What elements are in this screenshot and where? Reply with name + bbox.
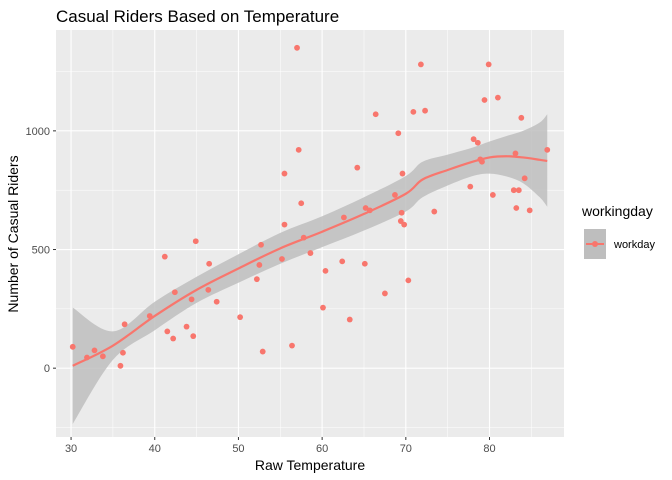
data-point bbox=[485, 61, 492, 68]
data-point bbox=[289, 342, 295, 349]
data-point bbox=[256, 262, 263, 268]
x-tick-label: 80 bbox=[483, 443, 495, 455]
data-point bbox=[354, 164, 361, 171]
x-tick-label: 60 bbox=[316, 443, 328, 455]
data-point bbox=[91, 347, 98, 354]
data-point bbox=[467, 183, 474, 190]
data-point bbox=[512, 150, 519, 157]
data-point bbox=[69, 343, 76, 350]
data-point bbox=[339, 258, 346, 265]
data-point bbox=[120, 349, 126, 356]
data-point bbox=[422, 107, 428, 114]
data-point bbox=[164, 328, 171, 335]
y-tick-label: 500 bbox=[32, 245, 50, 257]
legend-label-workday: workday bbox=[613, 239, 655, 251]
data-point bbox=[513, 205, 520, 211]
chart-title: Casual Riders Based on Temperature bbox=[56, 7, 339, 26]
data-point bbox=[515, 187, 522, 194]
data-point bbox=[346, 316, 353, 323]
y-axis-title: Number of Casual Riders bbox=[5, 155, 21, 312]
data-point bbox=[281, 221, 288, 228]
data-point bbox=[372, 111, 379, 118]
data-point bbox=[401, 221, 408, 228]
data-point bbox=[237, 314, 244, 321]
data-point bbox=[361, 260, 368, 267]
x-axis-title: Raw Temperature bbox=[255, 457, 365, 473]
x-tick-label: 50 bbox=[232, 443, 244, 455]
data-point bbox=[410, 108, 417, 115]
data-point bbox=[481, 97, 488, 103]
data-point bbox=[171, 289, 178, 296]
x-tick-label: 30 bbox=[65, 443, 77, 455]
data-point bbox=[99, 353, 106, 360]
y-tick-label: 1000 bbox=[26, 126, 50, 138]
data-point bbox=[183, 323, 190, 330]
data-point bbox=[121, 321, 128, 328]
confidence-band bbox=[72, 114, 548, 424]
data-point bbox=[279, 256, 285, 262]
data-point bbox=[307, 250, 314, 256]
data-point bbox=[294, 44, 300, 51]
data-point bbox=[392, 192, 398, 198]
data-point bbox=[206, 260, 213, 267]
data-point bbox=[298, 200, 305, 207]
y-tick-label: 0 bbox=[44, 363, 50, 375]
data-point bbox=[188, 296, 195, 303]
data-point bbox=[253, 276, 260, 283]
data-point bbox=[526, 207, 533, 214]
data-point bbox=[170, 335, 177, 342]
data-point bbox=[320, 304, 326, 311]
y-axis-ticks: 0 500 1000 bbox=[26, 126, 56, 375]
data-point bbox=[213, 298, 220, 305]
data-point bbox=[340, 214, 347, 221]
data-point bbox=[405, 277, 412, 284]
data-point bbox=[399, 170, 406, 177]
legend-title: workingday bbox=[581, 203, 653, 219]
data-point bbox=[258, 241, 264, 248]
data-point bbox=[431, 208, 438, 215]
data-point bbox=[544, 146, 551, 153]
data-point bbox=[190, 333, 197, 340]
data-point bbox=[192, 238, 199, 245]
x-tick-label: 70 bbox=[400, 443, 412, 455]
data-point bbox=[295, 146, 302, 153]
data-point bbox=[417, 61, 424, 68]
data-point bbox=[474, 139, 481, 146]
data-point bbox=[398, 209, 405, 216]
data-point bbox=[395, 130, 402, 137]
data-point bbox=[161, 253, 168, 260]
data-point bbox=[382, 290, 388, 297]
data-point bbox=[259, 348, 266, 355]
data-point bbox=[322, 267, 329, 274]
data-point bbox=[521, 175, 528, 182]
smooth-line bbox=[72, 155, 548, 367]
legend-key-point bbox=[592, 241, 598, 247]
x-tick-label: 40 bbox=[149, 443, 161, 455]
data-point bbox=[494, 94, 501, 101]
legend: workingday workday bbox=[581, 203, 655, 259]
data-point bbox=[510, 187, 517, 194]
data-point bbox=[281, 170, 288, 177]
data-point bbox=[205, 286, 212, 293]
data-point bbox=[470, 136, 477, 143]
data-point bbox=[489, 192, 496, 198]
data-point bbox=[117, 362, 124, 369]
x-axis-ticks: 30 40 50 60 70 80 bbox=[65, 437, 496, 455]
data-point bbox=[518, 114, 525, 121]
